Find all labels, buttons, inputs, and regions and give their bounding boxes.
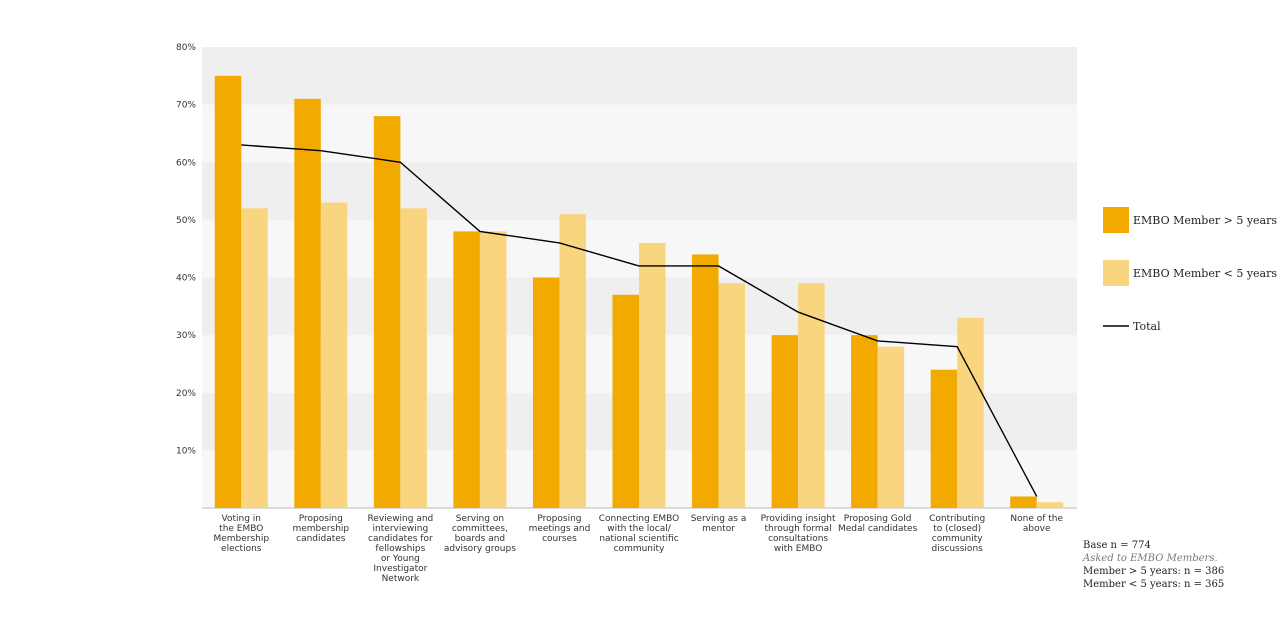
x-category-label: Serving as a mentor: [691, 514, 747, 534]
bar-member-over-5-years: [692, 254, 719, 508]
y-tick-label: 70%: [176, 101, 196, 111]
y-tick-label: 20%: [176, 389, 196, 399]
x-category-label: None of the above: [1010, 514, 1063, 534]
x-category-label: Proposing Gold Medal candidates: [838, 514, 918, 534]
base-note: Base n = 774: [1083, 540, 1151, 551]
y-axis: 10% 20% 30% 40% 50% 60% 70% 80%: [176, 43, 196, 456]
y-tick-label: 80%: [176, 43, 196, 53]
bar-member-under-5-years: [559, 214, 586, 509]
bar-member-under-5-years: [639, 242, 666, 509]
legend-label-total: Total: [1133, 320, 1161, 333]
more-than-5-note: Member > 5 years: n = 386: [1083, 566, 1225, 577]
bar-member-under-5-years: [957, 317, 984, 508]
total-line: [241, 144, 1038, 497]
bar-member-over-5-years: [612, 294, 639, 508]
bar-member-over-5-years: [453, 231, 480, 508]
x-axis: Voting in the EMBO Membership elections Prop…: [213, 514, 1063, 584]
x-category-label: Providing insight through formal consultat…: [761, 514, 836, 554]
bar-member-over-5-years: [771, 335, 799, 508]
legend: EMBO Member > 5 years EMBO Member < 5 yea…: [1103, 207, 1277, 333]
total-series-line: [241, 144, 1038, 497]
sample-notes: Base n = 774 Asked to EMBO Members. Memb…: [1083, 539, 1224, 591]
x-category-label: Contributing to (closed) community discussi…: [929, 514, 985, 554]
x-category-label: Connecting EMBO with the local/national s…: [599, 514, 680, 554]
bar-member-under-5-years: [718, 283, 746, 508]
bar-member-under-5-years: [241, 208, 268, 508]
bar-member-over-5-years: [532, 277, 560, 508]
y-tick-label: 40%: [176, 274, 196, 284]
x-category-label: Reviewing and interviewing candidates for f…: [367, 514, 433, 584]
grid-band: [202, 47, 1077, 105]
bar-member-over-5-years: [1010, 496, 1037, 508]
less-than-5-note: Member < 5 years: n = 365: [1083, 579, 1225, 590]
bar-member-over-5-years: [851, 335, 878, 508]
y-tick-label: 60%: [176, 158, 196, 168]
legend-label-under-5-years: EMBO Member < 5 years: [1133, 267, 1277, 280]
bar-member-under-5-years: [320, 202, 348, 508]
bar-member-over-5-years: [373, 116, 401, 509]
bar-member-over-5-years: [930, 369, 958, 508]
grid-band: [202, 162, 1077, 220]
bar-member-under-5-years: [479, 231, 507, 508]
x-category-label: Proposing membership candidates: [292, 514, 349, 544]
asked-note: Asked to EMBO Members.: [1083, 553, 1218, 564]
bar-member-under-5-years: [1036, 502, 1064, 508]
legend-swatch-over-5-years: [1103, 207, 1129, 233]
legend-swatch-under-5-years: [1103, 260, 1129, 286]
x-category-label: Voting in the EMBO Membership elections: [213, 514, 269, 554]
y-tick-label: 30%: [176, 331, 196, 341]
y-tick-label: 50%: [176, 216, 196, 226]
bar-member-over-5-years: [294, 98, 321, 509]
x-category-label: Proposing meetings and courses: [529, 514, 591, 544]
bar-member-under-5-years: [877, 346, 905, 508]
bars: [214, 75, 1064, 509]
bar-member-under-5-years: [400, 208, 427, 508]
y-tick-label: 10%: [176, 446, 196, 456]
bar-member-over-5-years: [214, 75, 242, 508]
legend-label-over-5-years: EMBO Member > 5 years: [1133, 214, 1277, 227]
grid-band: [202, 104, 1077, 163]
x-category-label: Serving on committees, boards and advisory …: [444, 514, 516, 554]
